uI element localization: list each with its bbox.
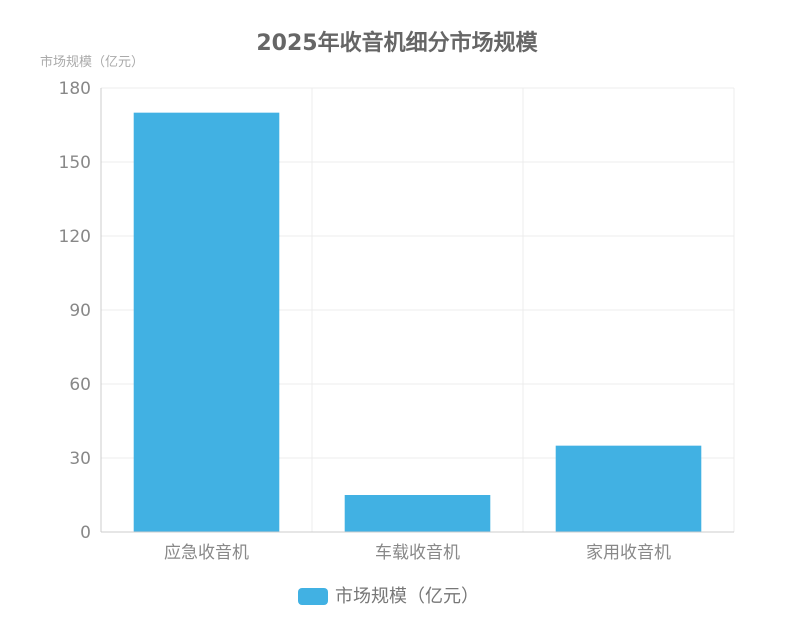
legend[interactable]: 市场规模（亿元） (298, 586, 479, 607)
x-category-label: 家用收音机 (586, 543, 671, 563)
bar (555, 445, 702, 532)
y-tick-label: 120 (59, 227, 91, 247)
chart-title: 2025年收音机细分市场规模 (256, 30, 538, 56)
y-tick-label: 30 (69, 449, 91, 469)
legend-label: 市场规模（亿元） (335, 586, 479, 607)
y-tick-label: 60 (69, 375, 91, 395)
y-tick-label: 180 (59, 79, 91, 99)
y-tick-label: 90 (69, 301, 91, 321)
legend-swatch (298, 588, 328, 605)
axis-layer: 0 30 60 90 120 150 180 应急收音机 车载收音机 家用收音机 (59, 79, 734, 563)
bar (133, 112, 280, 533)
y-tick-label: 150 (59, 153, 91, 173)
y-tick-label: 0 (80, 523, 91, 543)
bar (344, 495, 491, 532)
y-axis-unit-label: 市场规模（亿元） (40, 54, 144, 70)
x-category-label: 应急收音机 (164, 543, 249, 563)
bars-layer (133, 112, 702, 533)
x-category-label: 车载收音机 (375, 543, 460, 563)
